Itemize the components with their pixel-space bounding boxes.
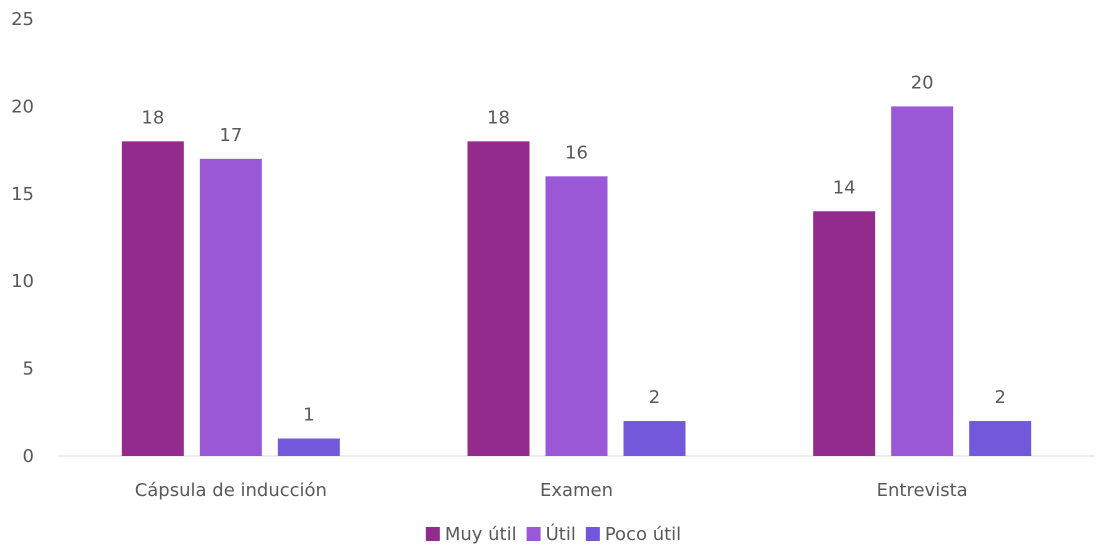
legend-item: Útil xyxy=(526,523,576,545)
legend-label: Muy útil xyxy=(445,524,517,545)
bar xyxy=(277,438,340,456)
legend-swatch xyxy=(425,527,440,541)
bar xyxy=(969,421,1032,456)
legend-label: Útil xyxy=(546,523,576,545)
y-tick-label: 0 xyxy=(23,446,34,467)
y-tick-label: 25 xyxy=(11,9,34,30)
y-axis-ticks: 0 5 10 15 20 25 xyxy=(11,9,34,467)
legend-label: Poco útil xyxy=(605,524,681,545)
category-label: Cápsula de inducción xyxy=(135,480,327,501)
y-tick-label: 20 xyxy=(11,96,34,117)
category-label: Entrevista xyxy=(877,480,968,501)
data-label: 16 xyxy=(565,142,588,163)
data-label: 14 xyxy=(833,177,856,198)
y-tick-label: 5 xyxy=(23,359,34,380)
legend-swatch xyxy=(526,527,541,541)
data-label: 1 xyxy=(303,405,314,426)
data-label: 2 xyxy=(994,387,1005,408)
data-label: 18 xyxy=(141,107,164,128)
bar xyxy=(121,141,184,457)
bar xyxy=(545,176,608,456)
bar xyxy=(623,421,686,456)
category-label: Examen xyxy=(540,480,613,501)
bars-group xyxy=(121,106,1032,457)
legend-item: Poco útil xyxy=(585,524,681,545)
legend-swatch xyxy=(585,527,600,541)
bar xyxy=(891,106,954,457)
data-labels-group: 18 17 1 18 16 2 14 20 2 xyxy=(141,72,1006,425)
data-label: 18 xyxy=(487,107,510,128)
y-tick-label: 15 xyxy=(11,184,34,205)
y-tick-label: 10 xyxy=(11,271,34,292)
bar xyxy=(813,211,876,456)
bar xyxy=(199,158,262,456)
data-label: 2 xyxy=(649,387,660,408)
data-label: 17 xyxy=(219,125,242,146)
category-labels: Cápsula de inducción Examen Entrevista xyxy=(135,480,968,501)
bar xyxy=(467,141,530,457)
data-label: 20 xyxy=(911,72,934,93)
legend-item: Muy útil xyxy=(425,524,517,545)
legend: Muy útil Útil Poco útil xyxy=(425,523,681,545)
